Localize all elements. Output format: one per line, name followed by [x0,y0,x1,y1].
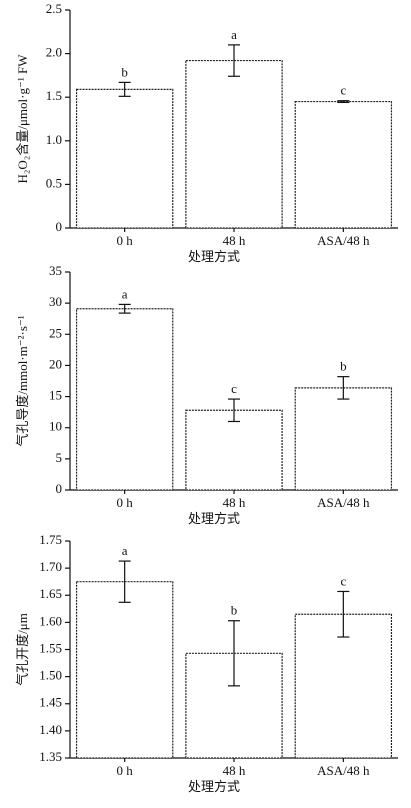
x-tick-label: 48 h [223,233,246,248]
bar [294,387,393,491]
y-tick-label: 1.60 [39,613,62,628]
y-tick-label: 1.5 [46,88,62,103]
significance-letter: b [121,64,128,79]
bar [294,100,393,229]
x-tick-label: 0 h [117,495,134,510]
y-tick-label: 1.45 [39,695,62,710]
y-tick-label: 2.5 [46,1,62,16]
y-tick-label: 1.35 [39,749,62,764]
y-tick-label: 30 [49,294,62,309]
y-axis-title: H₂O₂含量/μmol·g⁻¹ FW [15,54,30,184]
y-tick-label: 25 [49,325,62,340]
x-axis-title: 处理方式 [188,511,240,526]
significance-letter: c [340,573,346,588]
bar [75,308,174,491]
x-tick-label: ASA/48 h [317,763,370,778]
bar [75,581,174,759]
y-tick-label: 1.70 [39,559,62,574]
bar [75,88,174,229]
y-tick-label: 0 [56,481,63,496]
x-tick-label: 0 h [117,763,134,778]
y-tick-label: 35 [49,263,62,278]
y-tick-label: 1.0 [46,132,62,147]
y-axis-title: 气孔导度/mmol·m⁻²·s⁻¹ [15,315,30,446]
bar [185,409,283,491]
x-tick-label: ASA/48 h [317,495,370,510]
y-tick-label: 1.65 [39,586,62,601]
x-tick-label: 48 h [223,763,246,778]
significance-letter: c [340,83,346,98]
x-tick-label: 0 h [117,233,134,248]
y-tick-label: 1.55 [39,640,62,655]
y-tick-label: 1.50 [39,668,62,683]
y-tick-label: 1.40 [39,722,62,737]
y-tick-label: 2.0 [46,45,62,60]
x-axis-title: 处理方式 [188,249,240,264]
significance-letter: b [340,359,347,374]
y-tick-label: 15 [49,388,62,403]
y-tick-label: 20 [49,356,62,371]
significance-letter: b [231,603,238,618]
y-tick-label: 5 [56,450,63,465]
significance-letter: a [122,286,128,301]
bar [294,613,393,759]
x-tick-label: 48 h [223,495,246,510]
bar [185,59,283,229]
y-axis-title: 气孔开度/μm [15,613,30,686]
significance-letter: c [231,381,237,396]
significance-letter: a [231,27,237,42]
y-tick-label: 10 [49,419,62,434]
x-tick-label: ASA/48 h [317,233,370,248]
x-axis-title: 处理方式 [188,779,240,794]
y-tick-label: 0 [56,219,63,234]
y-tick-label: 1.75 [39,532,62,547]
y-tick-label: 0.5 [46,175,62,190]
significance-letter: a [122,543,128,558]
